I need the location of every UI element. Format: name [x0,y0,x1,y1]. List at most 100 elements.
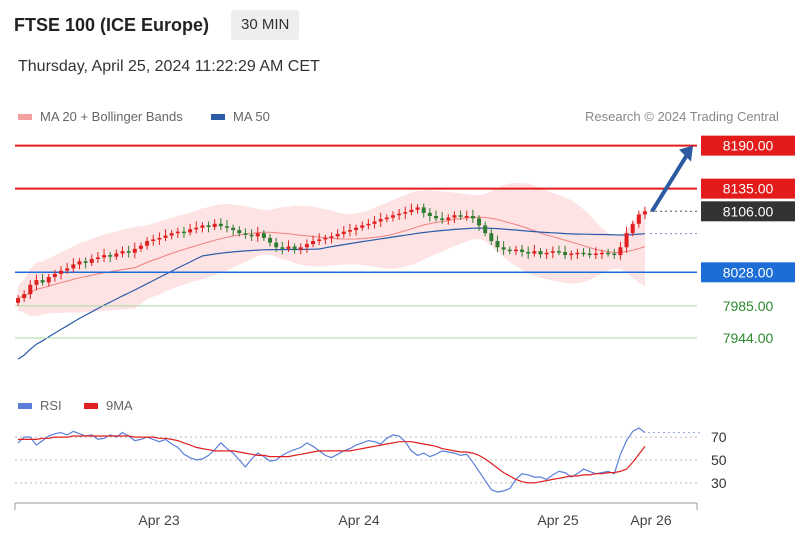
candle-body [206,225,211,227]
candle-body [255,233,260,237]
candle-body [28,284,33,295]
time-tick-label: Apr 25 [537,512,578,528]
level-label: 8028.00 [723,264,774,280]
level-label: 8190.00 [723,138,774,154]
time-tick-label: Apr 24 [338,512,379,528]
candle-body [409,209,414,213]
candle-body [569,253,574,256]
candle-body [132,248,137,253]
legend-ma20: MA 20 + Bollinger Bands [18,109,183,124]
level-tag-resistance [701,178,795,199]
timestamp: Thursday, April 25, 2024 11:22:29 AM CET [18,58,320,75]
candle-body [52,273,57,277]
level-label: 7985.00 [723,298,774,314]
interval-badge[interactable]: 30 MIN [231,10,300,40]
ma20-swatch [18,113,32,120]
candle-body [378,219,383,222]
legend-ma20-label: MA 20 + Bollinger Bands [40,109,183,124]
candle-body [366,223,371,226]
candle-body [89,259,94,263]
candle-body [372,221,377,224]
candle-body [360,225,365,228]
candle-body [16,298,20,303]
candle-body [169,233,174,236]
candle-body [415,207,420,210]
candle-body [341,231,346,234]
candle-body [329,236,334,238]
candle-body [347,230,352,232]
level-tag-pivot [701,262,795,283]
candle-body [225,226,229,228]
ma50-swatch [211,113,225,120]
candle-body [163,235,168,238]
candle-body [59,270,64,274]
candle-body [489,233,494,242]
candle-body [40,280,45,283]
research-credit: Research © 2024 Trading Central [585,109,779,124]
candle-body [587,253,592,256]
candle-body [495,241,500,248]
candle-body [624,233,629,248]
candle-body [237,230,242,234]
candle-body [212,223,217,227]
last-price-tag [701,201,795,222]
instrument-title: FTSE 100 (ICE Europe) [14,15,210,35]
candle-body [446,217,451,220]
legend-9ma-label: 9MA [106,398,133,413]
rsi-swatch [18,402,32,409]
candle-body [458,215,463,217]
level-tag-resistance [701,135,795,156]
candle-body [581,252,586,255]
level-label: 8135.00 [723,181,774,197]
target-arrow-head [679,145,693,162]
candle-body [593,253,598,256]
legend-ma50-label: MA 50 [233,109,270,124]
candle-body [483,225,488,234]
candle-body [108,255,113,257]
candle-body [261,233,266,238]
candle-body [292,246,297,250]
level-labels-layer: 8190.00 8135.00 8106.00 8028.00 7985.00 7944.… [650,135,795,346]
candle-body [470,216,475,219]
candle-body [175,231,180,234]
candle-body [384,217,389,220]
candle-body [298,247,303,250]
legend-rsi: RSI [18,398,62,413]
legend-9ma: 9MA [84,398,133,413]
candle-body [151,239,156,242]
candle-body [268,237,273,243]
candle-body [397,213,402,216]
candle-body [606,252,611,255]
candle-body [71,264,76,269]
rsi-tick-label: 30 [711,475,727,491]
candle-body [403,212,408,214]
time-tick-label: Apr 23 [138,512,179,528]
candle-body [612,253,617,256]
candle-body [464,216,469,218]
bollinger-layer [18,183,645,317]
candle-body [126,251,131,253]
candle-body [563,251,568,256]
candle-body [538,251,543,255]
candle-body [95,257,100,259]
candle-body [556,251,561,253]
target-arrow-shaft [650,150,691,213]
candle-body [544,252,549,255]
candle-body [526,251,531,254]
candle-body [243,233,248,235]
candle-body [501,247,506,250]
candle-body [114,253,119,257]
candle-body [520,249,525,252]
candle-body [181,231,186,234]
time-tick-label: Apr 26 [630,512,671,528]
candle-body [34,280,39,285]
candle-body [157,237,162,240]
candles-layer [16,203,647,306]
candle-body [434,216,438,219]
candle-body [138,245,143,249]
candle-body [599,252,604,255]
candle-body [77,261,82,265]
candle-body [452,215,457,218]
candle-body [83,261,88,263]
